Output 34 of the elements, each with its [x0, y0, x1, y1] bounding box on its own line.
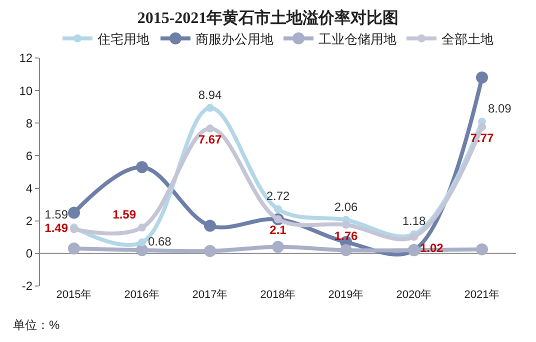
- data-label: 1.18: [402, 214, 426, 228]
- x-tick-label: 2018年: [260, 289, 296, 301]
- legend-label: 全部土地: [442, 31, 494, 46]
- y-tick-label: 10: [19, 84, 33, 98]
- x-tick-label: 2020年: [396, 289, 432, 301]
- y-tick-label: 4: [26, 181, 33, 196]
- legend-label: 商服办公用地: [196, 31, 274, 46]
- y-tick-label: 0: [26, 246, 33, 261]
- data-label: 1.02: [420, 240, 444, 255]
- text: 单位：%: [13, 318, 60, 332]
- data-label: 2.1: [270, 223, 287, 238]
- data-label: 1.59: [44, 208, 68, 222]
- y-tick-label: 8: [26, 116, 33, 130]
- data-label: 7.67: [198, 132, 222, 147]
- legend-label: 住宅用地: [96, 31, 150, 46]
- data-label: 8.94: [198, 88, 222, 102]
- x-tick-label: 2017年: [192, 289, 228, 301]
- data-label: 8.09: [488, 102, 512, 116]
- x-tick-label: 2019年: [328, 289, 364, 301]
- data-label: 7.77: [470, 130, 494, 145]
- y-tick-label: -2: [22, 279, 33, 294]
- x-tick-label: 2016年: [124, 289, 160, 301]
- data-label: 1.49: [44, 221, 68, 236]
- y-tick-label: 12: [19, 51, 33, 66]
- y-tick-label: 6: [26, 148, 33, 163]
- chart-title: 2015-2021年黄石市土地溢价率对比图: [137, 8, 399, 28]
- data-label: 2.72: [266, 189, 290, 204]
- data-label: 2.06: [334, 200, 358, 214]
- data-label: 1.59: [112, 208, 136, 222]
- legend-label: 工业仓储用地: [318, 31, 396, 46]
- y-tick-label: 2: [26, 214, 33, 228]
- x-tick-label: 2021年: [464, 289, 500, 301]
- data-label: 0.68: [148, 234, 172, 248]
- x-tick-label: 2015年: [56, 289, 92, 301]
